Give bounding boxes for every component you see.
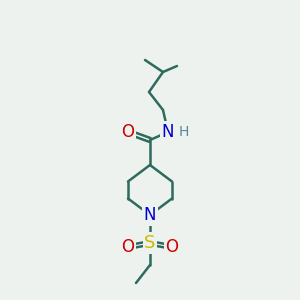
Text: O: O <box>122 238 134 256</box>
Text: O: O <box>122 123 134 141</box>
Text: H: H <box>179 125 189 139</box>
Text: N: N <box>144 206 156 224</box>
Text: O: O <box>166 238 178 256</box>
Text: N: N <box>162 123 174 141</box>
Text: S: S <box>144 234 156 252</box>
